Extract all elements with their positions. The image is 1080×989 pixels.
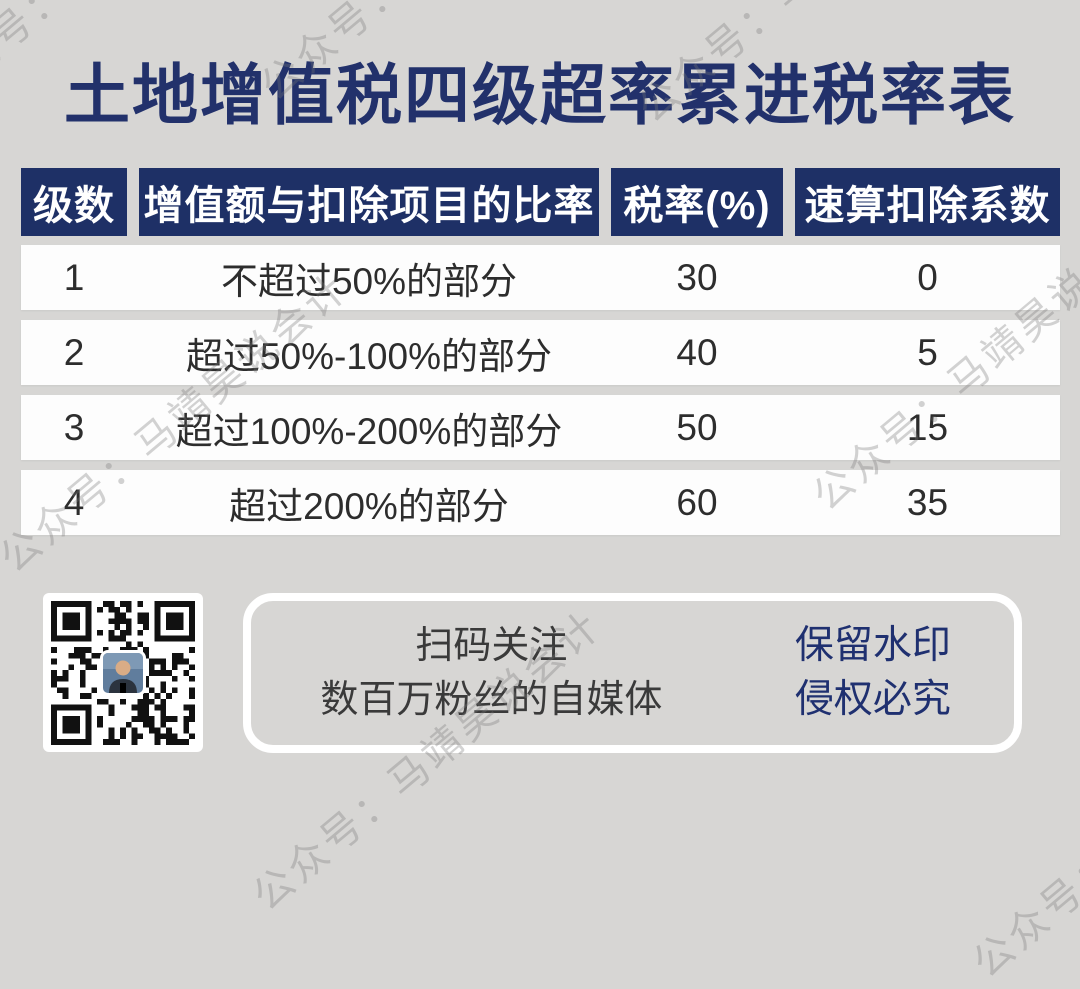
table-row: 3 超过100%-200%的部分 50 15 <box>21 395 1060 460</box>
table-cell-rate: 50 <box>676 406 718 448</box>
table-row: 4 超过200%的部分 60 35 <box>21 470 1060 535</box>
table-row: 2 超过50%-100%的部分 40 5 <box>21 320 1060 385</box>
qr-avatar <box>100 649 146 696</box>
table-cell-rate: 60 <box>676 481 718 523</box>
table-header-row: 级数 增值额与扣除项目的比率 税率(%) 速算扣除系数 <box>21 168 1060 236</box>
table-cell-level: 1 <box>63 256 85 298</box>
table-header-rate: 税率(%) <box>611 168 783 236</box>
person-avatar-icon <box>103 652 143 693</box>
table-cell-deduction: 15 <box>906 406 949 448</box>
table-cell-rate: 30 <box>676 256 718 298</box>
table-cell-ratio: 超过200%的部分 <box>229 485 509 527</box>
follow-banner: 扫码关注 数百万粉丝的自媒体 保留水印 侵权必究 <box>243 593 1022 753</box>
tax-rate-table: 级数 增值额与扣除项目的比率 税率(%) 速算扣除系数 1 不超过50%的部分 … <box>21 168 1060 545</box>
table-cell-deduction: 35 <box>906 481 949 523</box>
table-cell-ratio: 超过50%-100%的部分 <box>185 335 552 377</box>
table-cell-level: 2 <box>63 331 85 373</box>
copyright-notice: 保留水印 侵权必究 <box>732 619 1014 727</box>
table-cell-rate: 40 <box>676 331 718 373</box>
table-cell-level: 3 <box>63 406 85 448</box>
scan-prompt-line2: 数百万粉丝的自媒体 <box>320 679 663 721</box>
copyright-notice-line1: 保留水印 <box>794 624 951 667</box>
copyright-notice-line2: 侵权必究 <box>794 678 951 721</box>
table-cell-deduction: 0 <box>917 256 938 298</box>
table-cell-level: 4 <box>63 481 85 523</box>
scan-prompt-line1: 扫码关注 <box>415 625 568 667</box>
table-header-level: 级数 <box>21 168 127 236</box>
table-cell-ratio: 超过100%-200%的部分 <box>175 410 563 452</box>
table-header-ratio: 增值额与扣除项目的比率 <box>139 168 599 236</box>
page-title: 土地增值税四级超率累进税率表 <box>64 58 1016 132</box>
table-row: 1 不超过50%的部分 30 0 <box>21 245 1060 310</box>
table-cell-ratio: 不超过50%的部分 <box>220 260 518 302</box>
table-cell-deduction: 5 <box>917 331 938 373</box>
qr-code <box>43 593 203 752</box>
scan-prompt: 扫码关注 数百万粉丝的自媒体 <box>251 619 732 727</box>
table-header-deduction: 速算扣除系数 <box>795 168 1060 236</box>
